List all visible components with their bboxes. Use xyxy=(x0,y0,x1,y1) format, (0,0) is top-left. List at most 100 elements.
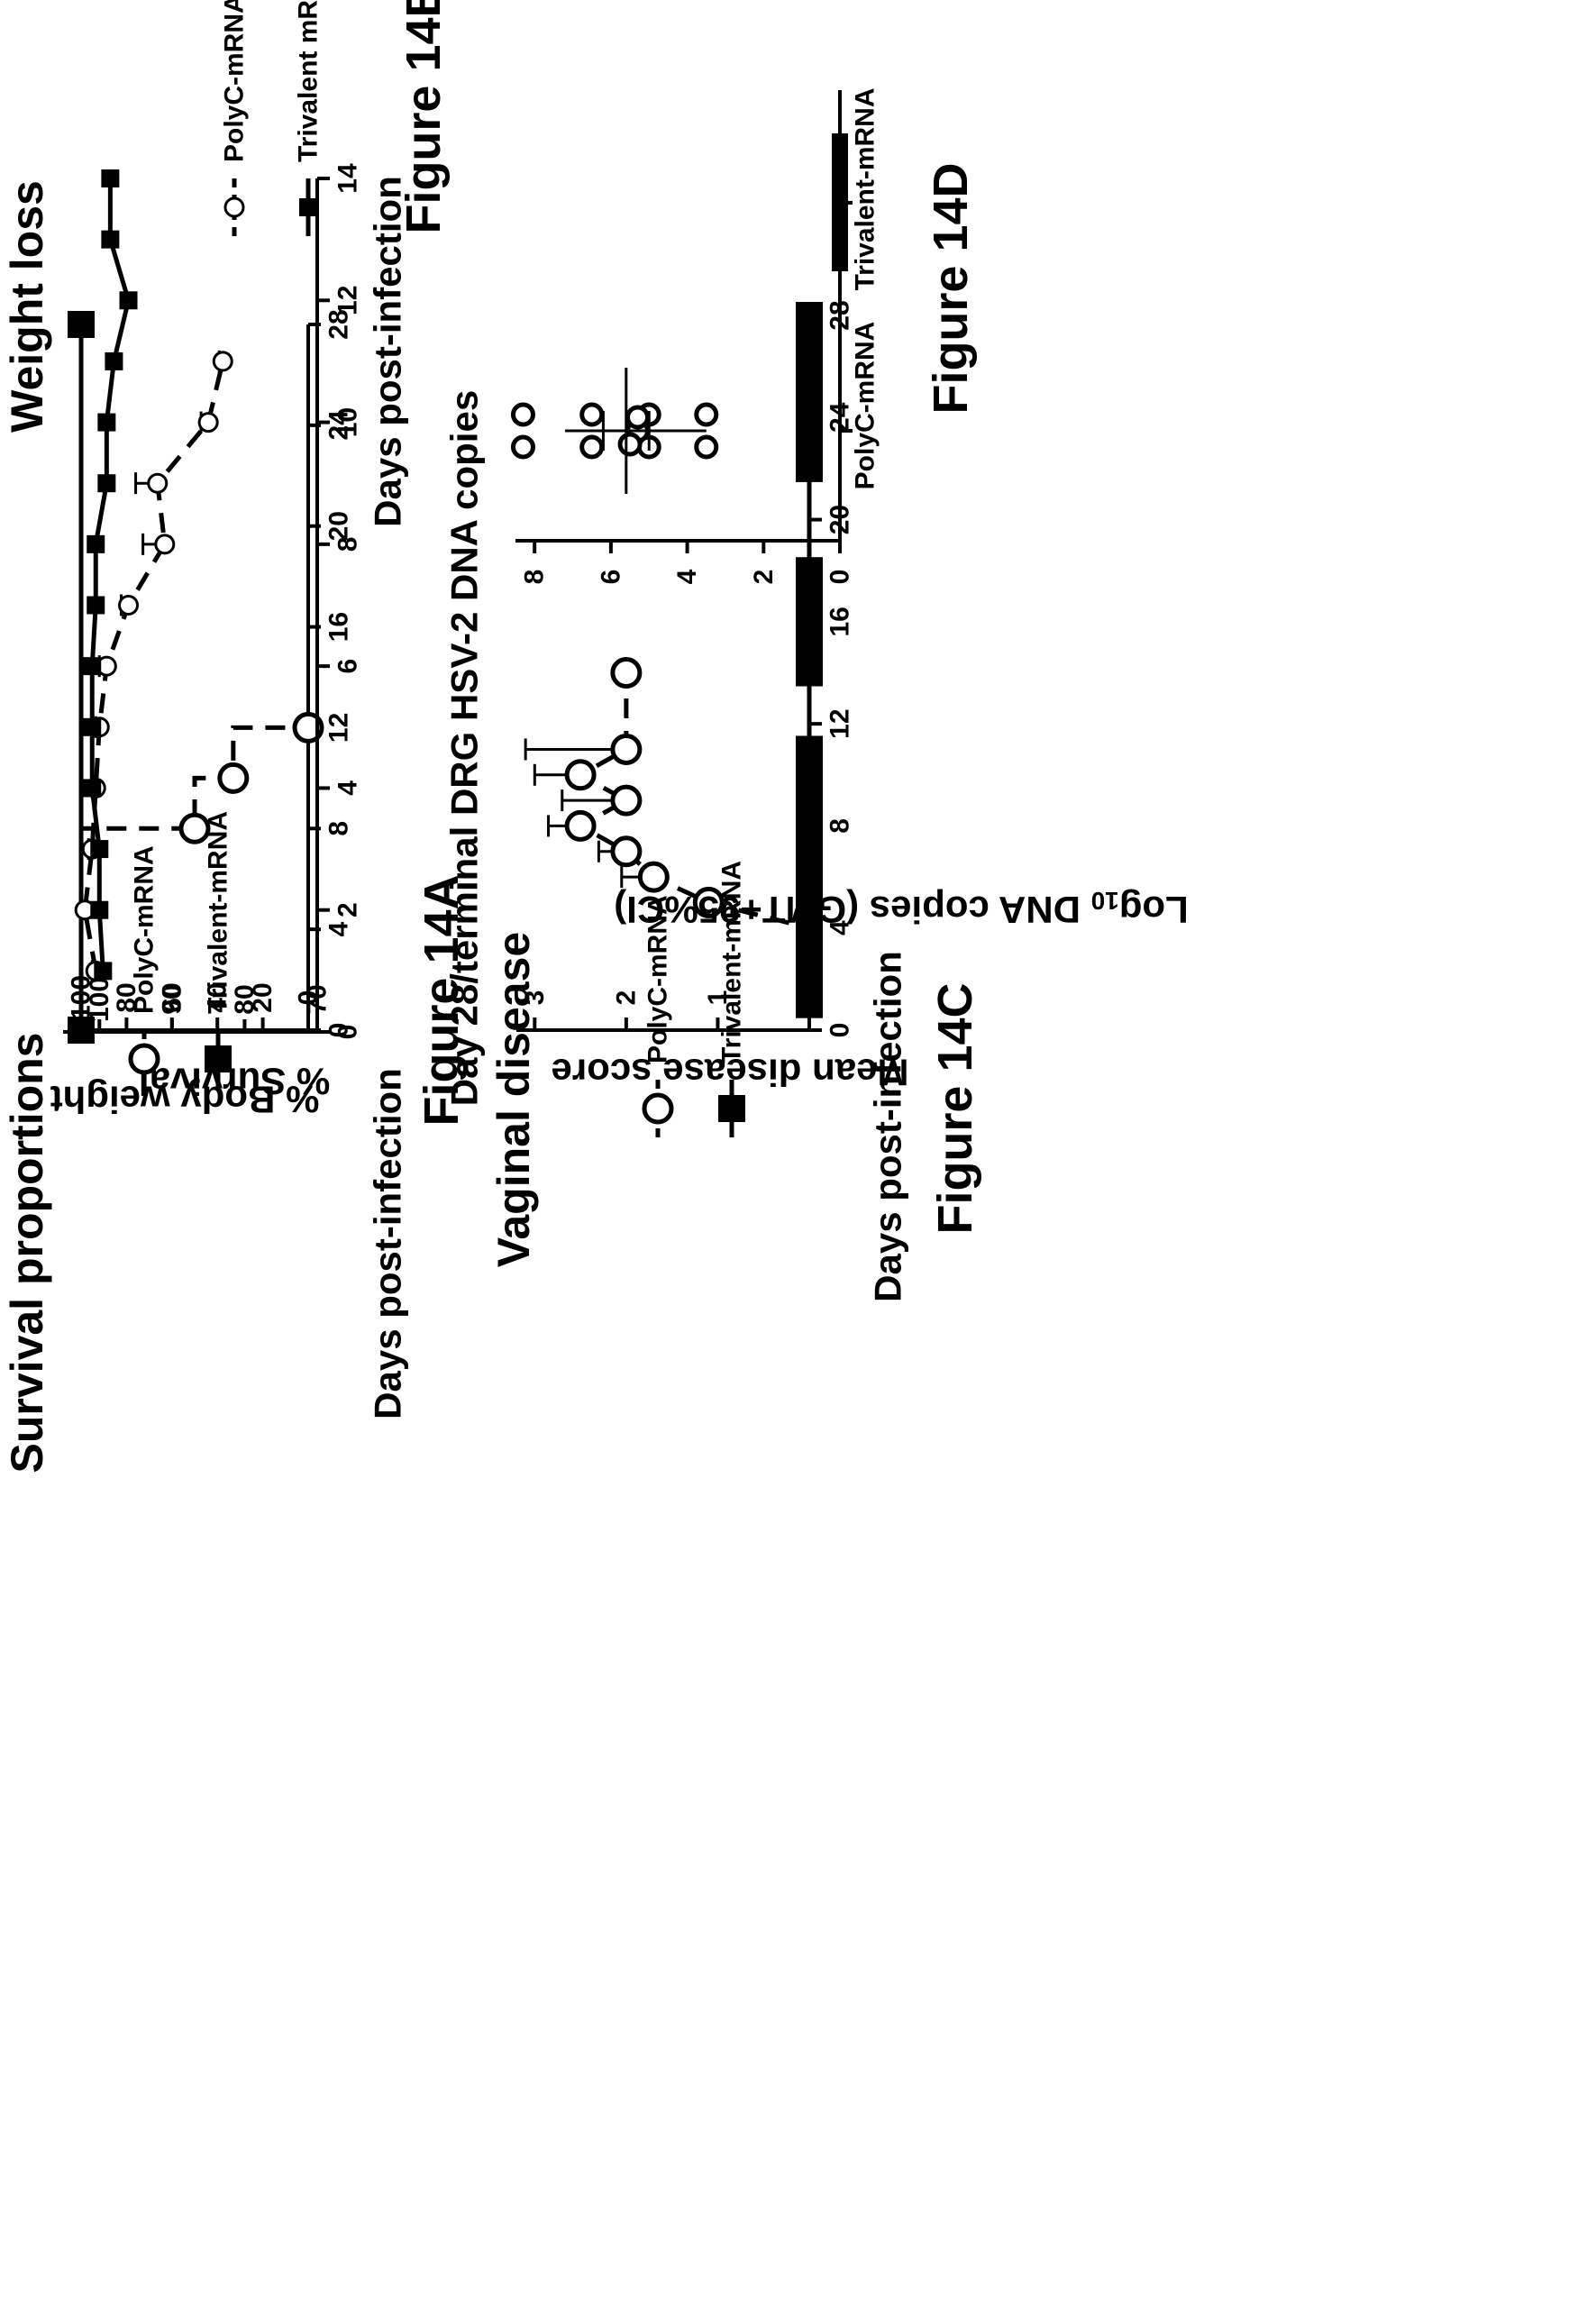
data-point xyxy=(796,889,823,917)
x-tick-label: 6 xyxy=(333,659,363,674)
y-tick-label: 8 xyxy=(520,570,550,585)
x-tick-label: 0 xyxy=(324,1023,354,1038)
y-axis-label: Log10 DNA copies (GMT+95%CI) xyxy=(614,888,1189,932)
x-tick-label: 4 xyxy=(324,921,354,936)
x-axis-label: Days post-infection xyxy=(367,1068,409,1419)
data-point xyxy=(694,434,719,460)
x-tick-label: 8 xyxy=(825,818,855,834)
data-point xyxy=(101,169,120,187)
data-point xyxy=(579,434,605,460)
y-tick-label: 6 xyxy=(596,570,625,585)
y-tick-label: 60 xyxy=(157,982,187,1012)
legend-label-2: Trivalent mRNA xyxy=(294,0,324,162)
data-point xyxy=(97,474,116,493)
data-point xyxy=(796,863,823,891)
data-point xyxy=(510,434,535,460)
series-line-1 xyxy=(575,672,812,1005)
data-point xyxy=(832,174,848,190)
y-tick-label: 20 xyxy=(248,982,278,1012)
legend-marker-1 xyxy=(642,1092,674,1125)
x-tick-label: 10 xyxy=(333,407,363,437)
chart-title: Day 28/terminal DRG HSV-2 DNA copies xyxy=(443,390,486,1106)
y-tick-label: 1 xyxy=(703,990,733,1006)
data-point xyxy=(694,402,719,427)
legend-label-1: PolyC-mRNA xyxy=(220,0,250,162)
y-axis-label: % Survival xyxy=(139,1061,330,1103)
legend-label-2: Trivalent-mRNA xyxy=(204,811,233,1014)
data-point xyxy=(796,582,823,610)
data-point xyxy=(83,779,102,798)
data-point xyxy=(796,352,823,380)
y-tick-label: 70 xyxy=(303,984,333,1014)
x-axis-label: Days post-infection xyxy=(867,951,909,1302)
panel-14d: 0 2 4 6 8 PolyC-mRNA Trivalent-mRNA Day 28/term… xyxy=(443,87,1189,1106)
data-point xyxy=(94,962,113,981)
data-point xyxy=(796,761,823,789)
data-point xyxy=(119,291,138,310)
data-point xyxy=(832,133,848,150)
data-point xyxy=(118,595,140,616)
x-tick-label: 0 xyxy=(333,1025,363,1040)
data-point xyxy=(610,835,643,868)
data-point xyxy=(90,840,109,859)
data-point xyxy=(796,812,823,840)
data-point xyxy=(796,787,823,815)
figure-label: Figure 14C xyxy=(928,982,982,1234)
figure-label: Figure 14D xyxy=(924,162,978,414)
data-point xyxy=(105,351,123,370)
x-tick-label: 24 xyxy=(324,410,354,441)
data-point xyxy=(217,762,250,794)
data-point xyxy=(796,404,823,432)
x-tick-label: 16 xyxy=(825,607,855,636)
category-label: PolyC-mRNA xyxy=(851,322,880,490)
data-point xyxy=(796,557,823,585)
legend-label-1: PolyC-mRNA xyxy=(643,895,673,1063)
data-point xyxy=(610,657,643,689)
data-point xyxy=(796,990,823,1018)
data-point xyxy=(832,187,848,204)
y-tick-label: 80 xyxy=(230,984,260,1014)
data-point xyxy=(83,717,102,736)
data-point xyxy=(832,201,848,217)
x-tick-label: 8 xyxy=(333,537,363,552)
x-tick-label: 14 xyxy=(333,163,363,194)
data-point xyxy=(610,733,643,765)
y-tick-label: 40 xyxy=(203,982,233,1012)
series-line-2 xyxy=(89,178,132,972)
data-point xyxy=(579,402,605,427)
y-tick-label: 2 xyxy=(749,570,779,585)
data-point xyxy=(564,759,597,791)
legend-marker-1 xyxy=(223,196,245,218)
data-point xyxy=(832,214,848,231)
data-point xyxy=(796,634,823,662)
data-point xyxy=(796,454,823,482)
x-tick-label: 12 xyxy=(324,713,354,743)
data-point xyxy=(796,837,823,865)
chart-title: Weight loss xyxy=(2,180,52,433)
category-label: Trivalent-mRNA xyxy=(851,87,880,290)
figure-label: Figure 14A xyxy=(415,874,469,1126)
data-point xyxy=(796,659,823,687)
data-point xyxy=(564,809,597,842)
y-tick-label: 2 xyxy=(611,990,641,1006)
data-point xyxy=(510,402,535,427)
x-tick-label: 28 xyxy=(324,309,354,339)
data-point xyxy=(178,812,211,844)
data-point xyxy=(617,432,643,457)
data-point xyxy=(832,255,848,271)
data-point xyxy=(625,405,651,430)
y-tick-label: 100 xyxy=(85,977,114,1022)
x-tick-label: 12 xyxy=(825,708,855,738)
x-tick-label: 12 xyxy=(333,286,363,315)
data-point xyxy=(832,228,848,244)
data-point xyxy=(796,735,823,763)
data-point xyxy=(796,378,823,406)
legend-marker-2 xyxy=(718,1095,745,1122)
legend-label-1: PolyC-mRNA xyxy=(130,845,160,1014)
data-point xyxy=(197,412,219,433)
data-point xyxy=(87,534,105,553)
y-axis-label: % Body weight xyxy=(50,1079,320,1121)
legend-label-2: Trivalent-mRNA xyxy=(717,861,747,1063)
data-point xyxy=(832,160,848,177)
